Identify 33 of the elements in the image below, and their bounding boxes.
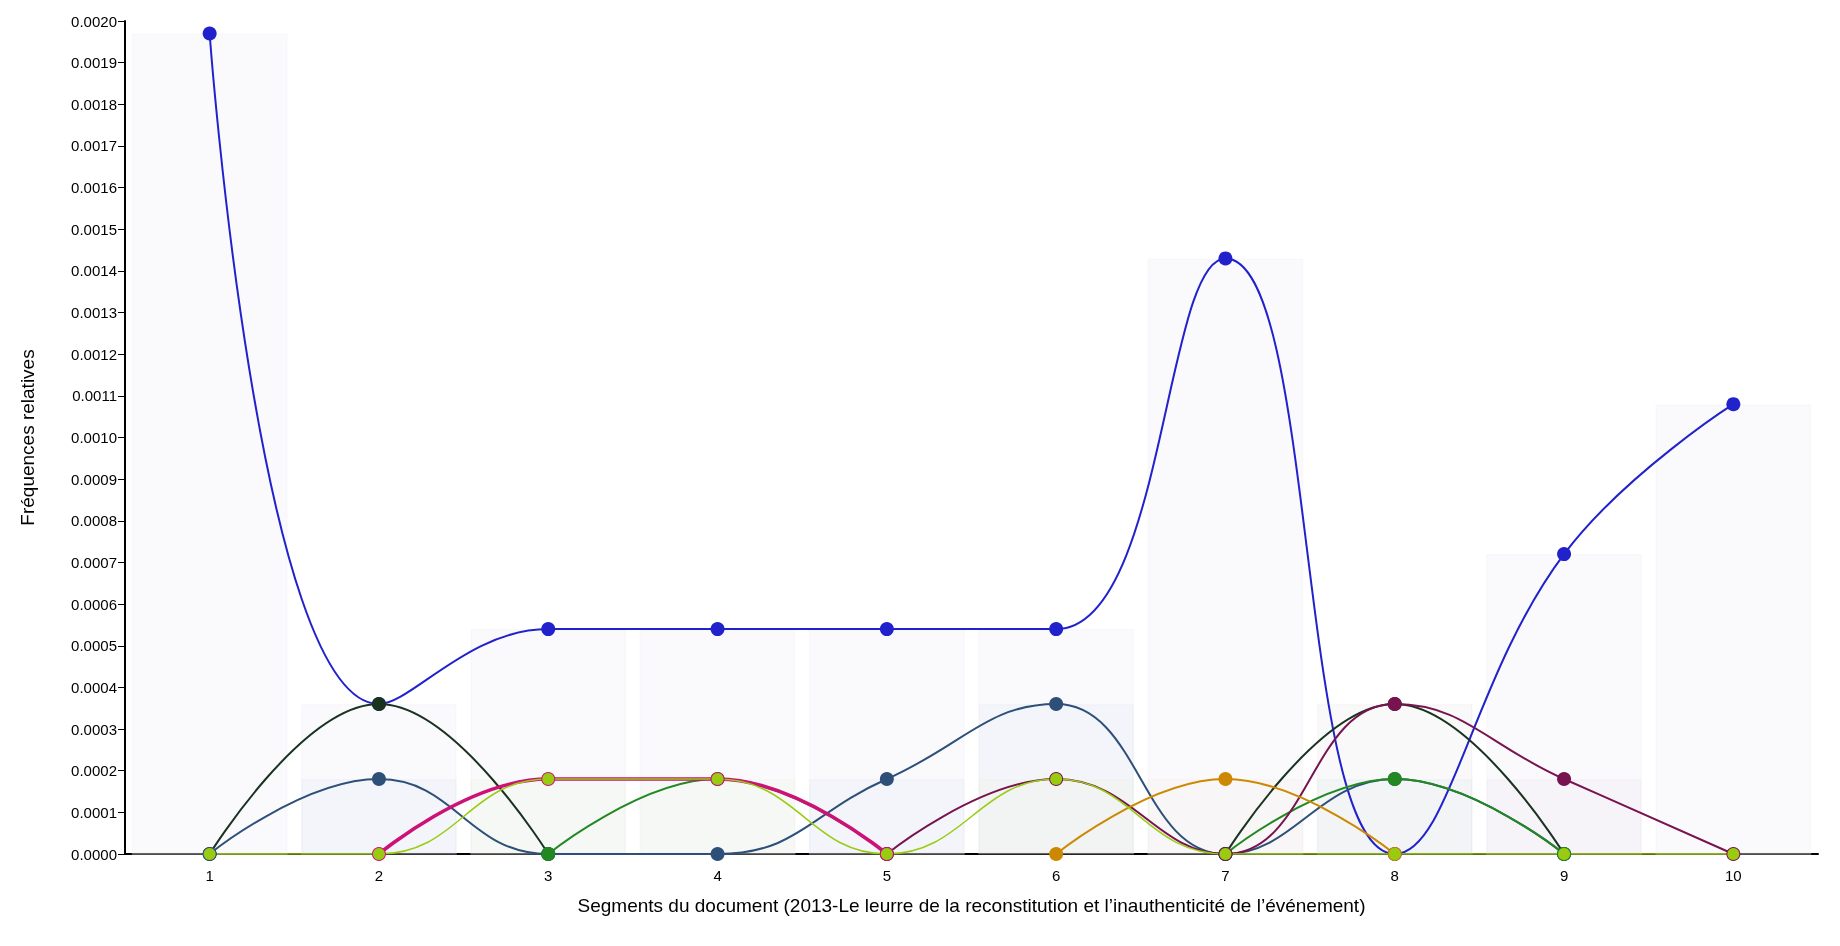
y-tick-label: 0.0014 [71,262,117,280]
y-tick-label: 0.0011 [72,387,117,405]
x-axis-title: Segments du document (2013-Le leurre de la reconstitution et l’inauthenticité de l’événement) [577,895,1366,916]
x-tick-label: 7 [1221,867,1230,884]
y-tick-label: 0.0016 [71,179,117,197]
y-tick-label: 0.0009 [71,470,117,488]
y-tick-label: 0.0006 [71,595,117,613]
y-tick-label: 0.0001 [71,803,117,821]
y-tick-label: 0.0008 [71,512,117,530]
x-tick-label: 9 [1559,867,1569,884]
y-tick-label: 0.0012 [71,345,117,363]
x-tick-label: 6 [1051,867,1061,884]
x-tick-label: 1 [205,867,214,884]
y-tick-label: 0.0002 [71,762,117,780]
y-tick-label: 0.0020 [71,12,117,30]
y-tick-label: 0.0007 [71,553,117,571]
y-tick-label: 0.0005 [71,637,117,655]
x-tick-label: 8 [1390,867,1399,884]
y-tick-label: 0.0017 [71,137,117,155]
y-tick-label: 0.0000 [71,845,117,863]
x-tick-label: 3 [544,867,553,884]
x-tick-label: 2 [374,867,384,884]
y-axis-title: Fréquences relatives [17,349,38,526]
y-tick-label: 0.0018 [71,95,117,113]
x-tick-label: 5 [882,867,892,884]
x-tick-label: 10 [1725,867,1742,884]
y-tick-label: 0.0013 [71,304,117,322]
y-tick-label: 0.0015 [71,220,117,238]
y-tick-label: 0.0004 [71,678,117,696]
y-tick-label: 0.0019 [71,54,117,72]
y-tick-label: 0.0003 [71,720,117,738]
x-tick-label: 4 [713,867,722,884]
y-tick-label: 0.0010 [71,429,117,446]
